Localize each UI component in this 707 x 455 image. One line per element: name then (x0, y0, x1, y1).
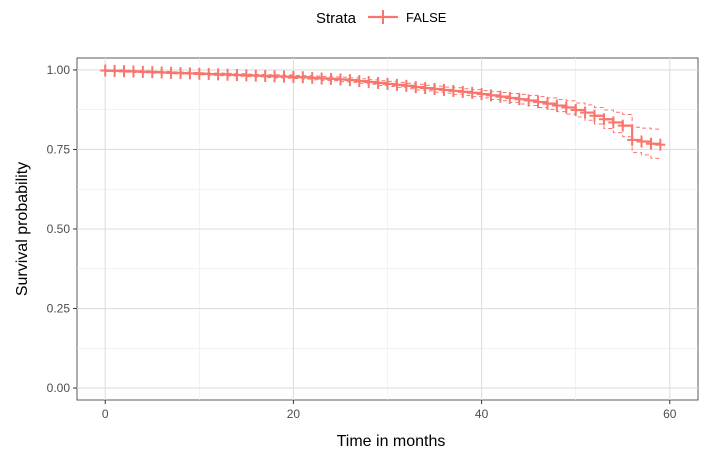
legend-title: Strata (316, 10, 357, 27)
grid-lines (77, 58, 698, 400)
y-axis-title: Survival probability (14, 162, 31, 296)
x-axis-title: Time in months (337, 433, 446, 450)
censor-mark (109, 64, 120, 77)
legend-key-false (368, 10, 398, 24)
legend: Strata FALSE (316, 10, 447, 27)
censor-mark (335, 73, 346, 86)
censor-mark (137, 65, 148, 78)
censor-mark (119, 65, 130, 78)
censor-mark (222, 68, 233, 81)
censor-mark (279, 70, 289, 83)
censor-mark (373, 76, 384, 89)
y-tick-label: 0.25 (47, 302, 71, 316)
censor-mark (241, 69, 252, 82)
censor-mark (420, 82, 431, 95)
x-tick-label: 0 (102, 407, 109, 421)
y-tick-label: 0.50 (47, 222, 71, 236)
censor-mark (561, 101, 572, 114)
censor-mark (100, 64, 111, 77)
censor-mark (269, 70, 280, 83)
censor-mark (570, 104, 581, 117)
censor-mark (504, 91, 515, 104)
censor-mark (184, 67, 195, 80)
censor-mark (147, 66, 158, 79)
censor-mark (316, 72, 327, 85)
censor-mark (156, 66, 167, 79)
censor-mark (213, 68, 224, 81)
censor-mark (260, 69, 271, 82)
censor-mark (166, 66, 177, 79)
censor-mark (363, 76, 374, 89)
censor-mark (391, 78, 402, 91)
censor-mark (476, 88, 487, 101)
censor-mark (645, 137, 656, 150)
censor-mark (627, 133, 638, 146)
censor-mark (288, 70, 299, 83)
x-tick-label: 60 (663, 407, 677, 421)
censor-mark (203, 68, 214, 81)
censor-marks (100, 64, 666, 151)
y-tick-label: 0.00 (47, 381, 71, 395)
censor-mark (307, 71, 318, 84)
censor-mark (589, 109, 600, 122)
censor-mark (354, 75, 365, 88)
censor-mark (344, 74, 355, 87)
censor-mark (175, 67, 186, 80)
censor-mark (486, 89, 496, 102)
censor-mark (551, 99, 562, 112)
censor-mark (438, 83, 449, 96)
censor-mark (655, 138, 666, 151)
censor-mark (297, 71, 308, 84)
censor-mark (429, 83, 440, 96)
censor-mark (457, 85, 468, 98)
x-tick-label: 20 (287, 407, 301, 421)
censor-mark (608, 116, 619, 129)
censor-mark (401, 79, 412, 92)
censor-mark (231, 69, 242, 82)
censor-mark (533, 96, 544, 109)
axes: 0 20 40 60 0.00 0.25 0.50 0.75 1.00 (47, 63, 677, 421)
censor-mark (194, 67, 205, 80)
censor-mark (542, 97, 553, 110)
censor-mark (514, 93, 525, 106)
censor-mark (250, 69, 261, 82)
censor-mark (580, 106, 591, 119)
censor-mark (636, 135, 647, 148)
censor-mark (495, 90, 506, 103)
censor-mark (326, 72, 337, 85)
y-tick-label: 0.75 (47, 142, 71, 156)
censor-mark (410, 81, 421, 94)
censor-mark (128, 65, 139, 78)
censor-mark (617, 119, 628, 132)
censor-mark (448, 84, 459, 97)
legend-label-false: FALSE (406, 10, 447, 25)
censor-mark (598, 113, 609, 126)
x-tick-label: 40 (475, 407, 489, 421)
y-tick-label: 1.00 (47, 63, 71, 77)
censor-mark (523, 94, 534, 107)
censor-mark (382, 77, 393, 90)
censor-mark (467, 86, 478, 99)
